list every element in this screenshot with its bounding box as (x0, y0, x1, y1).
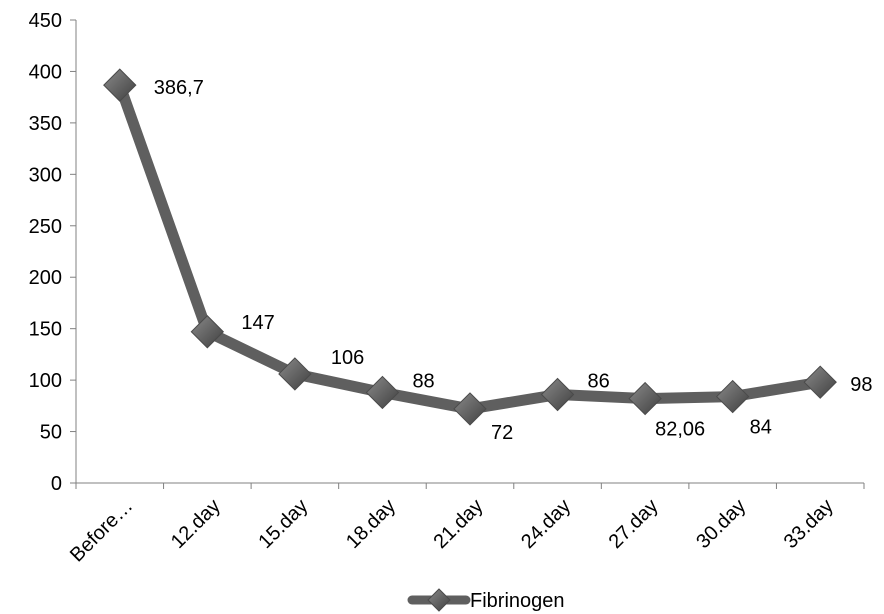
data-label: 88 (412, 370, 434, 392)
y-tick-label: 50 (40, 422, 62, 444)
data-label: 84 (750, 417, 772, 439)
x-tick-label: 21.day (430, 495, 488, 553)
x-tick-label: 15.day (254, 495, 312, 553)
legend-diamond-icon (427, 588, 451, 612)
x-axis: Before… 12.day 15.day 18.day 21.day 24.day 27.… (66, 482, 865, 566)
data-label: 82,06 (655, 419, 705, 441)
data-point (453, 392, 487, 426)
y-tick-label: 400 (29, 61, 62, 83)
data-point (715, 379, 750, 414)
y-tick-label: 350 (29, 113, 62, 135)
y-tick-label: 200 (29, 267, 62, 289)
data-point (365, 375, 400, 410)
x-tick-label: Before… (66, 495, 137, 566)
data-label: 72 (491, 422, 513, 444)
data-label: 86 (588, 371, 610, 393)
data-label: 106 (331, 347, 364, 369)
data-point (278, 357, 312, 391)
y-tick-label: 150 (29, 319, 62, 341)
y-axis-ticks: 0 50 100 150 200 250 300 350 400 450 (29, 10, 76, 495)
x-tick-label: 33.day (780, 495, 838, 553)
legend-label: Fibrinogen (470, 590, 565, 612)
x-tick-label: 12.day (167, 495, 225, 553)
data-point (103, 68, 137, 102)
y-tick-label: 450 (29, 10, 62, 32)
legend: Fibrinogen (407, 588, 565, 612)
x-tick-label: 27.day (605, 495, 663, 553)
data-labels: 386,7 147 106 88 72 86 82,06 84 98 (154, 77, 873, 444)
y-tick-label: 300 (29, 164, 62, 186)
y-tick-label: 0 (51, 473, 62, 495)
x-axis-ticks: Before… 12.day 15.day 18.day 21.day 24.day 27.… (66, 483, 865, 566)
x-tick-label: 24.day (517, 495, 575, 553)
y-tick-label: 100 (29, 370, 62, 392)
data-label: 98 (850, 374, 872, 396)
data-point (803, 365, 837, 399)
x-tick-label: 30.day (692, 495, 750, 553)
data-label: 386,7 (154, 77, 204, 99)
y-tick-label: 250 (29, 216, 62, 238)
data-point (540, 377, 575, 412)
data-label: 147 (241, 312, 274, 334)
series-line (114, 79, 826, 415)
x-tick-label: 18.day (342, 495, 400, 553)
y-axis: 0 50 100 150 200 250 300 350 400 450 (29, 10, 77, 495)
data-point (190, 315, 225, 349)
series-fibrinogen (103, 68, 837, 426)
data-point (628, 381, 662, 416)
